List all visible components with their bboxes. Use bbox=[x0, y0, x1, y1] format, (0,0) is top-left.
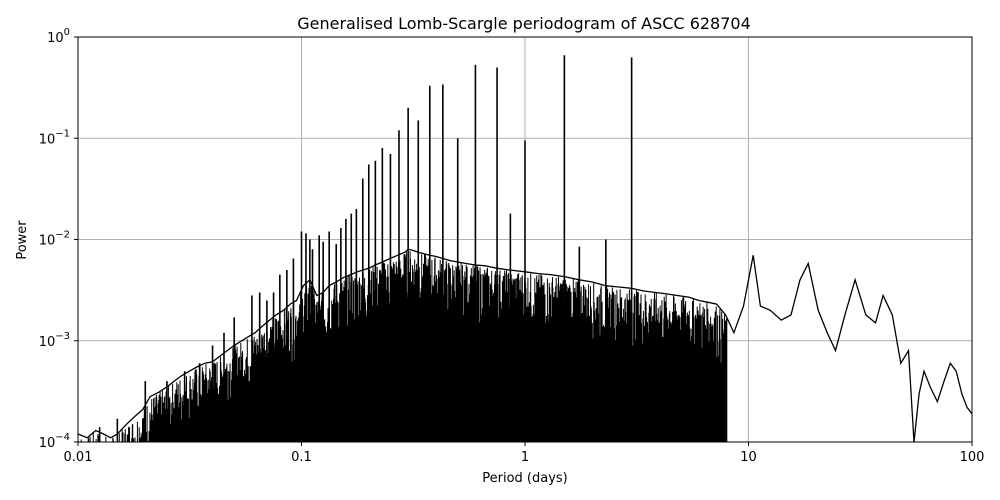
y-tick-label: 10−1 bbox=[39, 128, 70, 147]
y-tick-label: 10−2 bbox=[39, 230, 70, 249]
y-axis-ticks: 10−4 10−3 10−2 10−1 100 bbox=[39, 27, 78, 451]
periodogram-peaks bbox=[98, 55, 633, 442]
x-tick-label: 100 bbox=[960, 450, 985, 465]
x-axis-ticks: 0.01 0.1 1 10 100 bbox=[64, 442, 985, 465]
chart-title: Generalised Lomb-Scargle periodogram of … bbox=[297, 14, 751, 33]
x-tick-label: 0.1 bbox=[291, 450, 312, 465]
y-tick-label: 100 bbox=[47, 27, 70, 46]
x-axis-label: Period (days) bbox=[482, 471, 568, 486]
x-tick-label: 1 bbox=[521, 450, 529, 465]
x-tick-label: 0.01 bbox=[64, 450, 93, 465]
y-tick-label: 10−4 bbox=[39, 432, 70, 451]
x-tick-label: 10 bbox=[740, 450, 757, 465]
y-tick-label: 10−3 bbox=[39, 331, 70, 350]
y-axis-label: Power bbox=[15, 220, 30, 260]
